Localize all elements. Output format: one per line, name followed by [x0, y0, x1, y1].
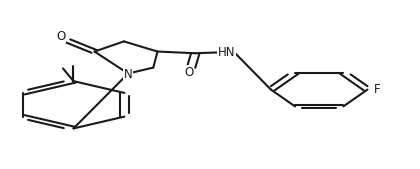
Text: O: O [184, 66, 194, 79]
Text: N: N [124, 68, 132, 81]
Text: F: F [373, 83, 380, 96]
Text: HN: HN [218, 46, 236, 59]
Text: O: O [56, 30, 66, 43]
